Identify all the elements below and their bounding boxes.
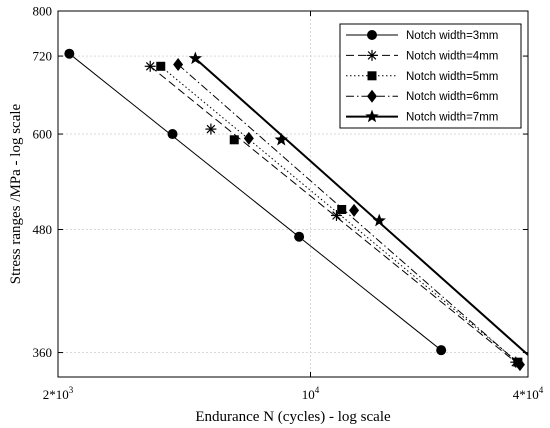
x-axis-label: Endurance N (cycles) - log scale: [195, 409, 391, 425]
series-4: [173, 57, 525, 372]
legend-entry: Notch width=5mm: [346, 71, 498, 83]
marker-asterisk: [366, 49, 378, 61]
marker-diamond: [514, 358, 525, 372]
legend-entry: Notch width=3mm: [346, 30, 498, 42]
legend-label: Notch width=7mm: [406, 112, 498, 124]
series-line: [69, 53, 442, 351]
legend-label: Notch width=5mm: [406, 71, 498, 83]
y-tick-label: 480: [33, 222, 53, 237]
marker-star: [188, 51, 203, 65]
legend: Notch width=3mm Notch width=4mm Notch widt…: [339, 23, 522, 129]
series-line: [149, 65, 517, 363]
x-tick-label: 104: [302, 385, 320, 402]
series-line: [177, 64, 521, 365]
plot-frame: [57, 10, 529, 378]
marker-square: [156, 61, 166, 71]
x-tick-label: 4*104: [513, 385, 544, 402]
marker-circle: [167, 129, 178, 140]
legend-entry: Notch width=6mm: [346, 89, 498, 103]
y-tick-label: 600: [33, 127, 53, 142]
grid: [58, 11, 528, 377]
series-line: [160, 65, 519, 363]
y-tick-label: 800: [33, 4, 53, 19]
legend-label: Notch width=6mm: [406, 91, 498, 103]
marker-circle: [64, 48, 75, 59]
legend-entry: Notch width=4mm: [346, 49, 498, 62]
marker-star: [365, 109, 379, 123]
series-5: [188, 51, 529, 356]
marker-circle: [294, 231, 305, 242]
legend-label: Notch width=4mm: [406, 50, 498, 62]
y-tick-label: 720: [33, 49, 53, 64]
legend-entry: Notch width=7mm: [346, 109, 498, 124]
series-layer: [64, 48, 529, 372]
marker-asterisk: [205, 123, 217, 135]
legend-label: Notch width=3mm: [406, 30, 498, 42]
marker-diamond: [367, 89, 377, 103]
marker-diamond: [243, 131, 254, 145]
y-axis-label: Stress ranges /MPa - log scale: [8, 103, 24, 284]
marker-star: [372, 213, 386, 227]
marker-star: [274, 132, 288, 146]
marker-asterisk: [144, 60, 156, 72]
marker-square: [229, 135, 239, 145]
marker-square: [367, 71, 377, 81]
marker-diamond: [349, 203, 360, 217]
marker-circle: [436, 345, 447, 356]
x-tick-label: 2*103: [43, 385, 74, 402]
series-line: [194, 57, 529, 356]
ticks: 2*103 104 4*104 360 480 600 720 800: [33, 4, 544, 403]
marker-circle: [367, 30, 377, 40]
marker-square: [337, 204, 347, 214]
marker-diamond: [173, 57, 184, 71]
y-tick-label: 360: [33, 345, 53, 360]
series-1: [64, 48, 447, 356]
